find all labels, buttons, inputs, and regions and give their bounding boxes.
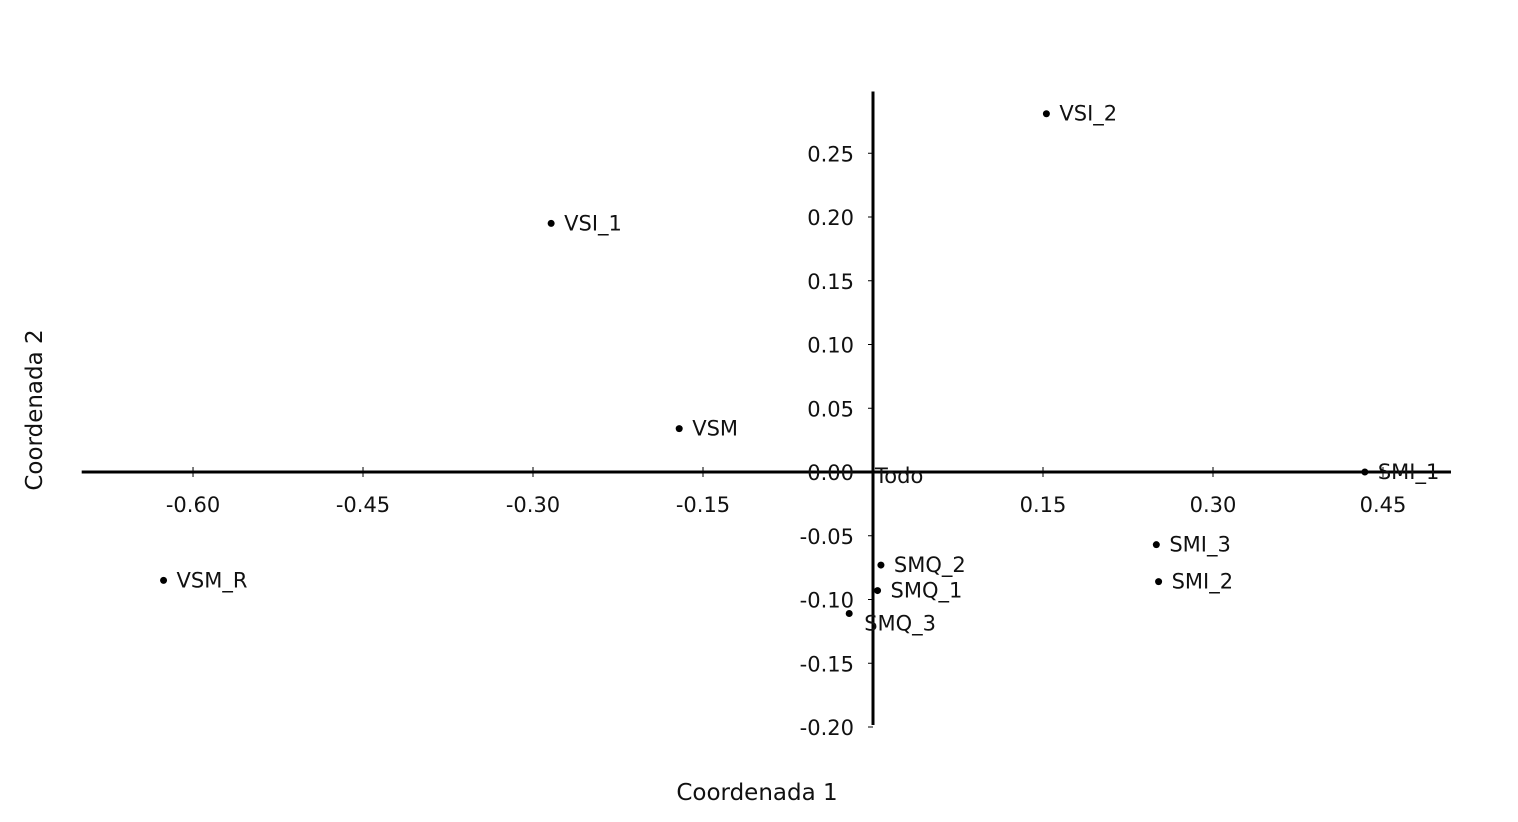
x-tick-label: -0.30	[506, 493, 560, 517]
data-point	[1042, 110, 1050, 118]
x-tick-label: -0.15	[676, 493, 730, 517]
data-point	[160, 576, 168, 584]
point-label: SMI_3	[1169, 533, 1231, 558]
y-tick-label: -0.05	[800, 525, 854, 549]
y-tick-label: 0.20	[807, 206, 854, 230]
point-label: SMI_1	[1378, 460, 1440, 485]
x-tick-label: 0.15	[1020, 493, 1067, 517]
y-tick-label: -0.10	[800, 589, 854, 613]
data-point	[1361, 468, 1369, 476]
y-axis-title: Coordenada 2	[22, 329, 48, 490]
data-point	[874, 587, 882, 595]
data-point	[877, 561, 885, 569]
x-tick-label: -0.45	[336, 493, 390, 517]
axes	[81, 91, 1451, 725]
y-tick-label: 0.10	[807, 334, 854, 358]
x-tick-label: 0.45	[1360, 493, 1407, 517]
data-point	[675, 425, 683, 433]
y-tick-label: -0.15	[800, 652, 854, 676]
point-label: SMQ_3	[864, 612, 936, 637]
point-label: SMQ_2	[894, 553, 966, 578]
data-point	[1155, 578, 1163, 586]
ticks: -0.60 -0.45 -0.30 -0.15 0.15 0.30 0.45 0.25 0.20…	[166, 142, 1407, 740]
point-label: SMI_2	[1172, 570, 1234, 595]
point-label: VSI_2	[1059, 102, 1117, 127]
point-label: VSM	[692, 417, 738, 441]
data-point	[1152, 541, 1160, 549]
data-point	[845, 610, 853, 618]
y-tick-label: 0.25	[807, 142, 854, 166]
y-tick-label: 0.05	[807, 397, 854, 421]
x-tick-label: 0.30	[1190, 493, 1237, 517]
point-label: VSM_R	[177, 568, 248, 593]
x-tick-label: -0.60	[166, 493, 220, 517]
y-tick-label: 0.15	[807, 270, 854, 294]
y-tick-label: -0.20	[800, 716, 854, 740]
point-label: SMQ_1	[891, 579, 963, 604]
y-tick-label: 0.00	[807, 461, 854, 485]
x-axis-title: Coordenada 1	[676, 780, 837, 806]
axis-titles: Coordenada 1 Coordenada 2	[22, 329, 838, 806]
point-label: VSI_1	[564, 211, 622, 236]
data-point	[547, 219, 555, 227]
point-label: Todo	[874, 464, 923, 488]
